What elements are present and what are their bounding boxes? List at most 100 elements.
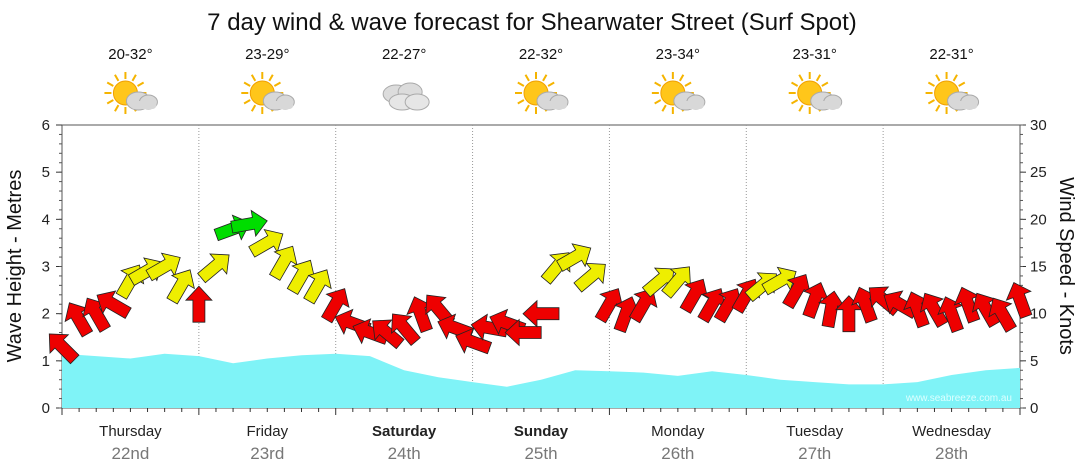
- wind-arrow: [1005, 282, 1033, 319]
- sun-ray: [661, 104, 667, 112]
- wind-arrow: [372, 319, 405, 350]
- right-tick-label: 10: [1030, 306, 1047, 323]
- wind-arrow: [391, 313, 421, 347]
- wind-arrow: [320, 288, 350, 324]
- sun-ray: [517, 99, 525, 105]
- wind-arrows: [48, 209, 1033, 365]
- day-name-label: Friday: [246, 423, 288, 440]
- cloud-base: [814, 101, 841, 109]
- wave-area: [62, 353, 1020, 408]
- wind-arrow: [184, 285, 213, 323]
- partly-cloudy-icon: [788, 72, 843, 114]
- sun-ray: [684, 81, 692, 87]
- sun-ray: [654, 99, 662, 105]
- cloud-base: [267, 101, 294, 109]
- temperature-label: 23-34°: [656, 46, 700, 63]
- left-tick-label: 0: [42, 400, 50, 417]
- temperature-label: 23-29°: [245, 46, 289, 63]
- wind-arrow: [919, 292, 949, 329]
- day-name-label: Wednesday: [912, 423, 991, 440]
- sun-ray: [137, 81, 145, 87]
- wind-arrow: [802, 282, 830, 319]
- day-date-label: 23rd: [250, 444, 284, 463]
- daily-forecast: 20-32° 23-29° 22-27° 22-32° 23-34° 23-31° 22-3…: [104, 46, 980, 114]
- wave-series: [62, 353, 1020, 408]
- sun-ray: [958, 81, 966, 87]
- day-name-label: Saturday: [372, 423, 437, 440]
- wind-arrow: [455, 327, 493, 355]
- temperature-label: 23-31°: [793, 46, 837, 63]
- partly-cloudy-icon: [515, 72, 569, 114]
- wind-arrow: [504, 318, 542, 347]
- right-axis-label: Wind Speed - Knots: [1055, 177, 1077, 355]
- sun-ray: [935, 104, 941, 112]
- temperature-label: 22-27°: [382, 46, 426, 63]
- right-tick-label: 30: [1030, 117, 1047, 134]
- wind-arrow: [679, 278, 709, 314]
- sun-ray: [106, 99, 114, 105]
- wind-arrow: [230, 209, 268, 238]
- sun-ray: [661, 74, 667, 82]
- sun-ray: [524, 104, 530, 112]
- wind-arrow: [145, 252, 181, 282]
- day-date-label: 24th: [388, 444, 421, 463]
- sun-ray: [791, 81, 799, 87]
- sun-ray: [250, 104, 257, 112]
- temperature-label: 22-31°: [929, 46, 973, 63]
- wind-arrow: [937, 296, 964, 334]
- wind-arrow: [268, 245, 298, 281]
- wind-arrow: [96, 290, 132, 319]
- wind-arrow: [953, 286, 981, 324]
- wind-arrow: [522, 299, 560, 328]
- sun-ray: [952, 74, 958, 82]
- sun-ray: [815, 74, 822, 82]
- right-tick-label: 20: [1030, 211, 1047, 228]
- left-axis-label: Wave Height - Metres: [4, 170, 26, 363]
- partly-cloudy-icon: [241, 72, 295, 114]
- day-name-label: Sunday: [514, 423, 569, 440]
- wind-arrow: [697, 288, 726, 324]
- day-name-label: Tuesday: [786, 423, 843, 440]
- wind-arrow: [661, 266, 691, 299]
- left-axis: 0 1 2 3 4 5 6: [42, 117, 1021, 417]
- sun-ray: [114, 74, 120, 82]
- sun-ray: [250, 74, 257, 82]
- day-date-label: 22nd: [112, 444, 150, 463]
- right-axis: 0 5 10 15 20 25 30: [1020, 117, 1047, 417]
- wind-arrow: [988, 297, 1017, 333]
- right-tick-label: 0: [1030, 400, 1038, 417]
- wind-arrow: [48, 333, 80, 365]
- sun-ray: [542, 74, 548, 82]
- wind-arrow: [782, 274, 811, 310]
- sun-ray: [524, 74, 530, 82]
- wind-arrow: [818, 290, 846, 329]
- wind-arrow: [248, 229, 284, 258]
- wind-arrow: [166, 269, 195, 305]
- left-tick-label: 6: [42, 117, 50, 134]
- sun-ray: [243, 81, 251, 87]
- sun-ray: [927, 99, 935, 105]
- cloudy-icon: [382, 82, 430, 111]
- right-tick-label: 15: [1030, 259, 1047, 276]
- wind-arrow: [286, 259, 316, 296]
- sun-ray: [131, 74, 137, 82]
- day-date-label: 28th: [935, 444, 968, 463]
- partly-cloudy-icon: [104, 72, 158, 114]
- sun-ray: [114, 104, 120, 112]
- right-tick-label: 5: [1030, 353, 1038, 370]
- day-date-label: 26th: [661, 444, 694, 463]
- temperature-label: 22-32°: [519, 46, 563, 63]
- wind-arrow: [594, 288, 624, 324]
- day-name-label: Monday: [651, 423, 705, 440]
- left-tick-label: 5: [42, 164, 50, 181]
- chart-title: 7 day wind & wave forecast for Shearwate…: [207, 9, 857, 36]
- right-tick-label: 25: [1030, 164, 1047, 181]
- sun-ray: [927, 81, 935, 87]
- partly-cloudy-icon: [925, 72, 980, 114]
- cloud-base: [541, 101, 567, 109]
- credit-text: www.seabreeze.com.au: [905, 393, 1012, 404]
- left-tick-label: 1: [42, 353, 50, 370]
- left-tick-label: 2: [42, 306, 50, 323]
- sun-ray: [273, 81, 281, 87]
